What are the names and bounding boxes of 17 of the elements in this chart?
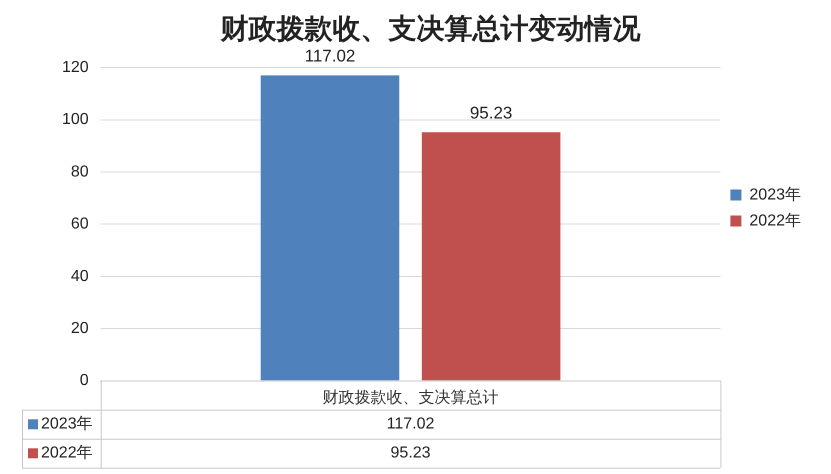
- y-tick-label: 0: [80, 372, 89, 390]
- data-label: 95.23: [470, 103, 512, 122]
- legend-label: 2022年: [749, 212, 801, 230]
- y-tick-label: 120: [62, 59, 89, 76]
- y-tick-label: 60: [70, 216, 89, 233]
- y-tick-label: 100: [62, 111, 89, 128]
- chart-title: 财政拨款收、支决算总计变动情况: [220, 13, 642, 46]
- data-label: 117.02: [304, 46, 356, 66]
- y-tick-label: 80: [70, 163, 89, 180]
- x-tick-label: 财政拨款收、支决算总计: [322, 388, 499, 407]
- y-tick-label: 40: [70, 268, 89, 285]
- text: 95.23: [390, 444, 431, 462]
- legend-label: 2023年: [41, 416, 93, 433]
- text: 117.02: [386, 416, 435, 433]
- y-tick-label: 20: [70, 320, 89, 338]
- text: 2023年: [749, 186, 801, 204]
- text: 2022年: [41, 444, 93, 462]
